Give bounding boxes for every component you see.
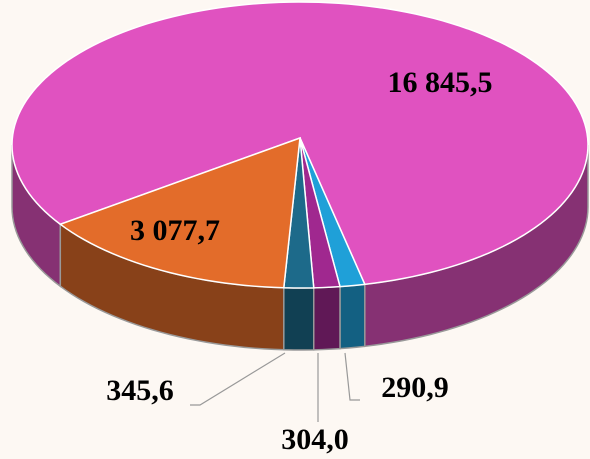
slice-side: [312, 285, 341, 351]
leader-line: [344, 352, 360, 401]
data-label: 290,9: [381, 371, 449, 404]
slice-side: [339, 283, 366, 350]
data-label: 16 845,5: [388, 66, 493, 99]
slice: [58, 136, 301, 289]
leader-line: [190, 352, 286, 406]
slice-side: [283, 287, 315, 351]
data-label: 345,6: [106, 374, 174, 407]
slice: [11, 1, 589, 286]
data-label: 3 077,7: [130, 214, 220, 247]
data-label: 304,0: [281, 423, 349, 456]
